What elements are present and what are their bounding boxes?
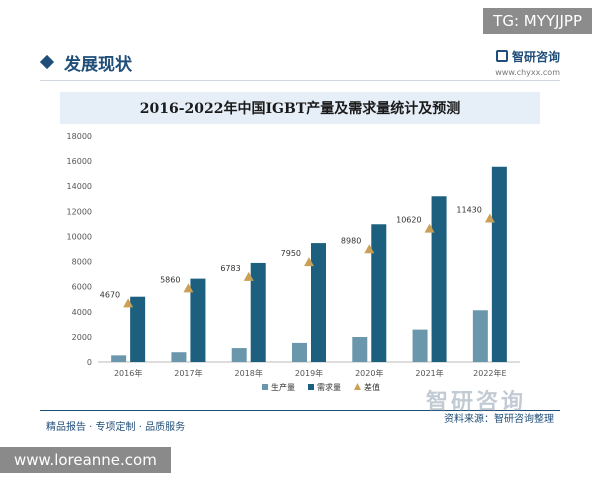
bar-demand (371, 224, 387, 362)
y-tick-label: 12000 (67, 207, 92, 216)
chart-title: 2016-2022年中国IGBT产量及需求量统计及预测 (60, 92, 540, 124)
x-tick-label: 2022年E (473, 368, 506, 378)
data-label-difference: 6783 (220, 264, 240, 273)
y-tick-label: 10000 (67, 232, 92, 241)
url-badge: www.loreanne.com (0, 447, 171, 473)
y-tick-label: 4000 (72, 308, 92, 317)
legend-swatch (262, 384, 268, 390)
data-label-difference: 10620 (396, 216, 421, 225)
marker-difference (243, 271, 254, 281)
bar-chart: 0 2000 4000 6000 8000 10000 12000 14000 16000 180… (67, 132, 520, 392)
bar-demand (130, 296, 146, 362)
x-tick-label: 2021年 (415, 368, 443, 378)
watermark-logo: 智研咨询 (426, 390, 527, 415)
data-label-difference: 4670 (100, 290, 120, 299)
legend-label: 差值 (364, 382, 380, 392)
marker-difference (123, 298, 134, 308)
logo-icon (495, 50, 508, 62)
header-divider (40, 80, 560, 81)
bar-demand (311, 243, 326, 362)
data-label-difference: 7950 (281, 249, 301, 258)
tg-badge: TG: MYYJJPP (483, 8, 592, 34)
data-label-difference: 11430 (456, 205, 481, 214)
bar-production (111, 355, 127, 362)
bar-demand (431, 196, 447, 362)
bar-production (412, 329, 428, 362)
bar-production (472, 310, 488, 362)
brand-name: 智研咨询 (511, 49, 560, 64)
marker-difference (183, 283, 194, 293)
bar-demand (250, 262, 266, 362)
brand-logo: 智研咨询 (495, 48, 560, 65)
x-tick-label: 2019年 (295, 368, 323, 378)
bar-production (171, 352, 187, 362)
section-title: 发展现状 (64, 55, 132, 75)
x-tick-label: 2018年 (235, 368, 263, 378)
marker-difference (364, 244, 375, 254)
brand: 智研咨询 www.chyxx.com (495, 47, 560, 78)
x-tick-label: 2020年 (355, 368, 383, 378)
y-tick-label: 18000 (67, 132, 92, 141)
bar-production (352, 337, 368, 362)
footer-tagline: 精品报告 · 专项定制 · 品质服务 (46, 422, 186, 433)
data-source: 资料来源：智研咨询整理 (444, 414, 554, 425)
bar-demand (190, 278, 206, 362)
marker-difference (304, 257, 314, 267)
footer-divider (40, 410, 560, 411)
y-tick-label: 16000 (67, 157, 92, 166)
legend-label: 生产量 (271, 382, 295, 392)
data-label-difference: 5860 (160, 275, 180, 284)
y-tick-label: 8000 (72, 258, 92, 267)
marker-difference (484, 213, 495, 223)
legend-swatch (308, 384, 314, 390)
legend-marker (354, 383, 361, 390)
bar-production (231, 348, 247, 362)
marker-difference (424, 223, 435, 233)
brand-url: www.chyxx.com (495, 68, 560, 77)
y-tick-label: 2000 (72, 333, 92, 342)
diamond-icon (39, 54, 55, 70)
section-header: 发展现状 智研咨询 www.chyxx.com (39, 47, 560, 81)
x-tick-label: 2016年 (114, 368, 142, 378)
y-tick-label: 14000 (67, 182, 92, 191)
data-label-difference: 8980 (341, 236, 361, 245)
x-tick-label: 2017年 (174, 368, 202, 378)
legend-label: 需求量 (317, 382, 341, 392)
bar-demand (491, 166, 507, 362)
bar-production (292, 342, 307, 362)
y-tick-label: 6000 (72, 283, 92, 292)
y-tick-label: 0 (87, 358, 92, 367)
